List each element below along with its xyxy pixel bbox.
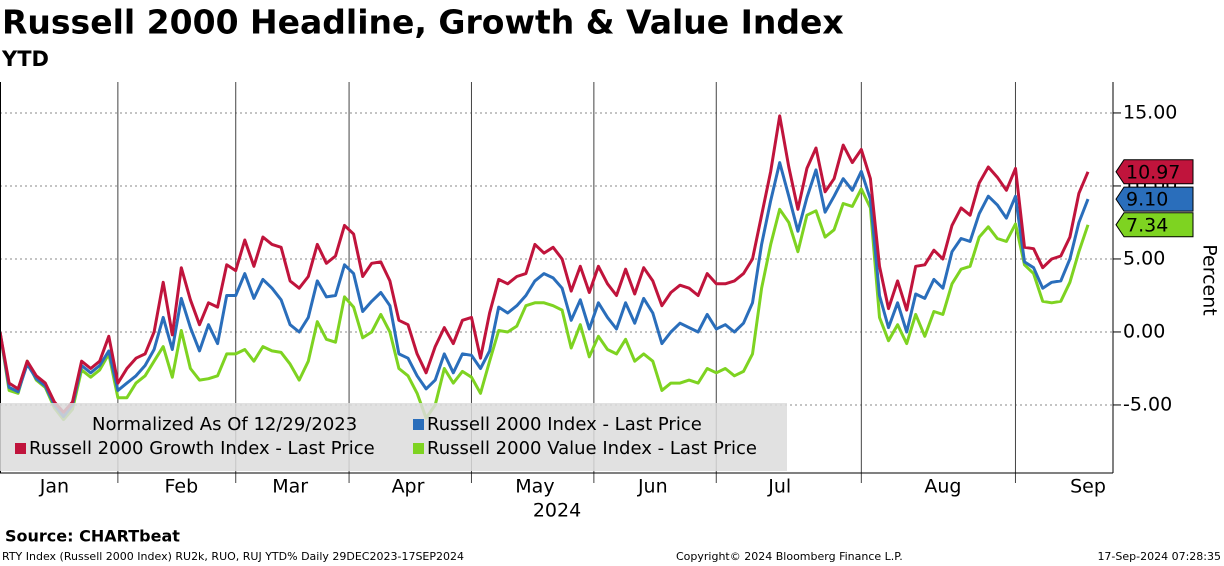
y-tick-label: 5.00	[1123, 247, 1165, 269]
legend-label: Russell 2000 Growth Index - Last Price	[29, 438, 375, 459]
x-tick-label: Mar	[272, 476, 308, 498]
x-tick-label: Jan	[39, 476, 69, 498]
x-tick-label: Aug	[924, 476, 961, 498]
footer-right: 17-Sep-2024 07:28:35	[1097, 550, 1221, 563]
x-tick-label: Feb	[165, 476, 199, 498]
legend-label: Russell 2000 Index - Last Price	[427, 414, 702, 435]
x-tick-label: Sep	[1070, 476, 1106, 498]
legend-box	[0, 403, 787, 471]
footer-center: Copyright© 2024 Bloomberg Finance L.P.	[676, 550, 903, 563]
x-axis-label: 2024	[533, 500, 581, 522]
end-label-box	[1115, 186, 1194, 212]
y-tick-label: -5.00	[1123, 393, 1172, 415]
x-tick-label: Jul	[767, 476, 791, 498]
x-tick-label: Jun	[637, 476, 668, 498]
end-label: 7.34	[1126, 214, 1168, 236]
y-tick-label: 0.00	[1123, 320, 1165, 342]
end-label-box	[1115, 212, 1194, 238]
x-tick-label: Apr	[392, 476, 425, 498]
chart-title: Russell 2000 Headline, Growth & Value In…	[2, 3, 844, 42]
y-tick-label: 15.00	[1123, 101, 1177, 123]
series-line	[0, 161, 1090, 419]
y-axis-label: Percent	[1199, 244, 1221, 316]
series-line	[0, 187, 1090, 422]
legend-swatch	[413, 419, 424, 430]
footer-left: RTY Index (Russell 2000 Index) RU2k, RUO…	[2, 550, 464, 563]
chart-subtitle: YTD	[1, 47, 49, 71]
legend-label: Russell 2000 Value Index - Last Price	[427, 438, 757, 459]
legend-swatch	[15, 443, 26, 454]
legend-swatch	[413, 443, 424, 454]
end-label: 10.97	[1126, 161, 1180, 183]
end-label-box	[1115, 159, 1194, 185]
series-line	[0, 114, 1090, 414]
legend-note: Normalized As Of 12/29/2023	[92, 414, 357, 435]
source: Source: CHARTbeat	[5, 527, 180, 546]
end-label: 9.10	[1126, 189, 1168, 211]
x-tick-label: May	[515, 476, 554, 498]
